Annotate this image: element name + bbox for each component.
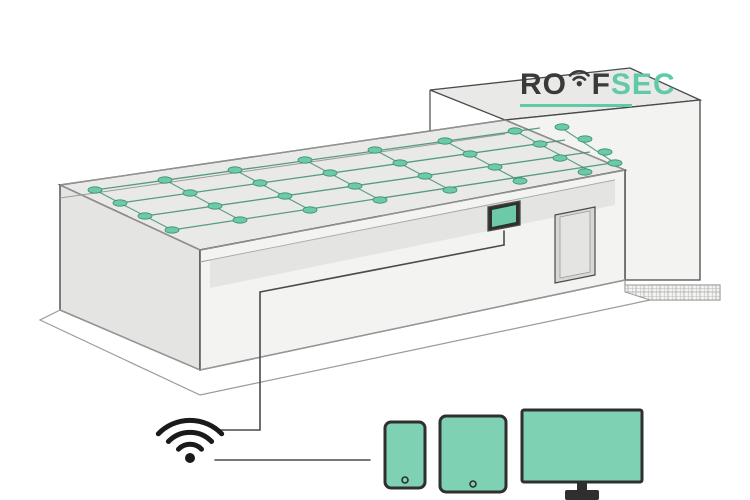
roof-sensor xyxy=(348,183,362,189)
roof-sensor xyxy=(165,227,179,233)
roof-sensor xyxy=(418,173,432,179)
diagram-root: RO FSEC xyxy=(0,0,750,500)
roof-sensor xyxy=(368,147,382,153)
monitor-stand xyxy=(565,490,599,500)
roof-sensor xyxy=(228,167,242,173)
roof-sensor xyxy=(113,200,127,206)
roof-sensor xyxy=(88,187,102,193)
device-phone xyxy=(385,422,425,488)
roof-sensor xyxy=(298,157,312,163)
roof-sensor xyxy=(513,178,527,184)
roof-sensor xyxy=(183,190,197,196)
roof-sensor xyxy=(438,138,452,144)
roof-sensor xyxy=(443,187,457,193)
roof-sensor xyxy=(555,124,569,130)
roof-sensor xyxy=(578,169,592,175)
roof-sensor xyxy=(303,207,317,213)
roof-sensor xyxy=(208,203,222,209)
brand-part1: RO xyxy=(520,68,567,101)
brand-part3: SEC xyxy=(611,68,676,101)
roof-sensor xyxy=(608,160,622,166)
roof-sensor xyxy=(578,136,592,142)
roof-sensor xyxy=(158,177,172,183)
brand-part2: F xyxy=(592,68,611,101)
roof-sensor xyxy=(488,164,502,170)
roof-sensor xyxy=(508,128,522,134)
roof-sensor xyxy=(373,197,387,203)
brand-underline xyxy=(520,104,632,107)
roof-sensor xyxy=(138,213,152,219)
roof-sensor xyxy=(598,149,612,155)
roof-sensor xyxy=(253,180,267,186)
brand-logo: RO FSEC xyxy=(520,68,676,107)
wifi-icon xyxy=(158,420,221,463)
roof-sensor xyxy=(393,160,407,166)
roof-sensor xyxy=(463,151,477,157)
roof-sensor xyxy=(533,141,547,147)
roof-sensor xyxy=(233,217,247,223)
roof-sensor xyxy=(553,155,567,161)
device-monitor xyxy=(522,410,642,482)
roof-sensor xyxy=(278,193,292,199)
roof-sensor xyxy=(323,170,337,176)
paving xyxy=(625,285,720,300)
